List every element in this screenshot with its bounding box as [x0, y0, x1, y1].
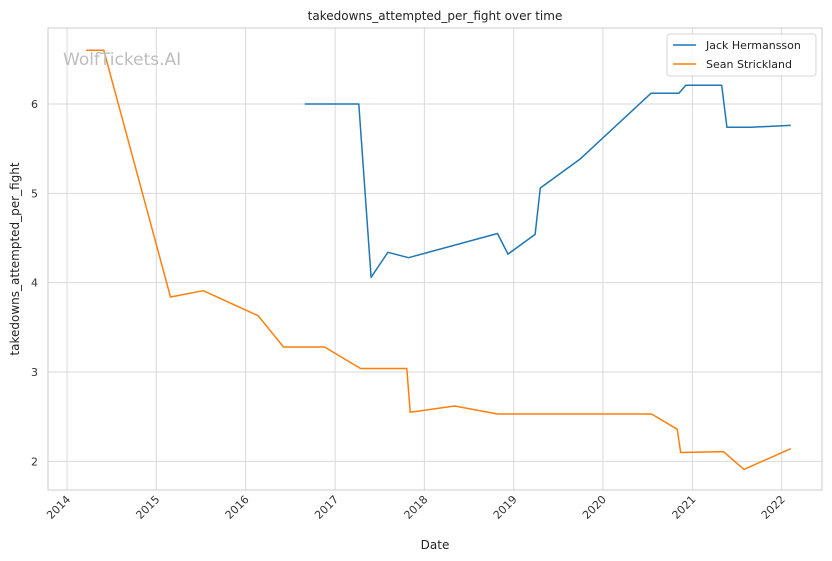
legend-box: [666, 33, 817, 77]
x-axis-label: Date: [421, 538, 450, 552]
x-tick-label: 2021: [670, 493, 699, 522]
series-layer: [85, 49, 791, 471]
chart-title: takedowns_attempted_per_fight over time: [308, 9, 563, 23]
y-tick-label: 2: [31, 455, 38, 468]
x-tick-label: 2020: [580, 493, 609, 522]
y-axis-label: takedowns_attempted_per_fight: [8, 162, 22, 355]
x-axis-ticks: 2014 2015 2016 2017 2018 2019 2020 2021 2022: [44, 493, 788, 522]
watermark: WolfTickets.AI: [63, 50, 181, 70]
x-tick-label: 2015: [133, 493, 162, 522]
x-tick-label: 2017: [312, 493, 341, 522]
x-tick-label: 2022: [759, 493, 788, 522]
legend: Jack Hermansson Sean Strickland: [666, 33, 817, 77]
plot-frame: [47, 27, 823, 491]
plot-background: [48, 28, 822, 490]
x-tick-label: 2016: [223, 493, 252, 522]
legend-label-sean-strickland: Sean Strickland: [706, 58, 792, 71]
x-tick-label: 2014: [44, 493, 73, 522]
x-tick-label: 2019: [491, 493, 520, 522]
y-tick-label: 3: [31, 366, 38, 379]
series-line-jack-hermansson: [304, 84, 791, 279]
y-axis-ticks: 2 3 4 5 6: [31, 98, 38, 468]
grid: [48, 28, 822, 490]
y-tick-label: 6: [31, 98, 38, 111]
y-tick-label: 5: [31, 187, 38, 200]
y-tick-label: 4: [31, 277, 38, 290]
series-line-sean-strickland: [85, 49, 791, 471]
legend-label-jack-hermansson: Jack Hermansson: [705, 39, 801, 52]
x-tick-label: 2018: [401, 493, 430, 522]
